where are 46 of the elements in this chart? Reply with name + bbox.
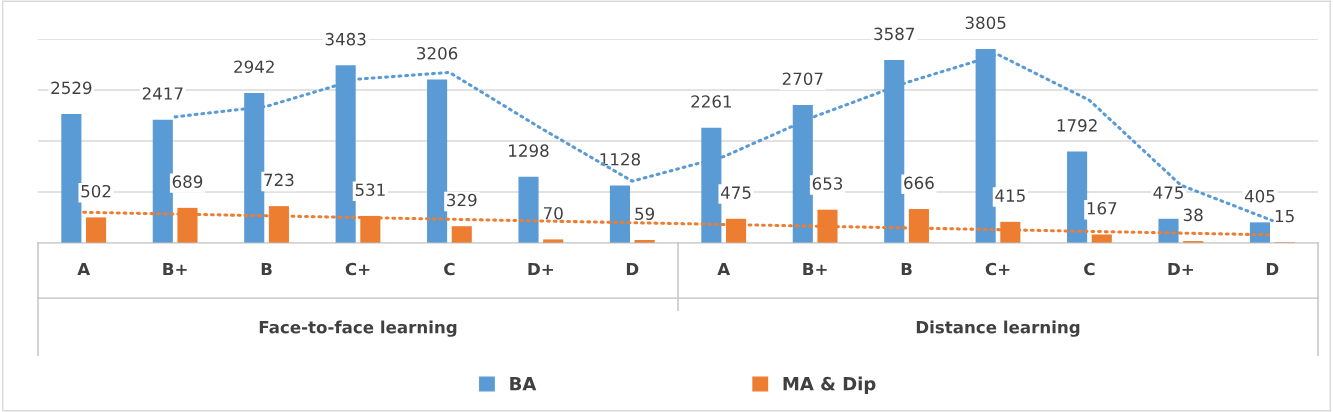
x-tick-label: C+	[345, 262, 370, 276]
data-label: 3483	[325, 32, 366, 46]
legend-label: BA	[510, 377, 537, 391]
data-label: 15	[1275, 209, 1294, 223]
x-tick-label: B	[901, 262, 912, 276]
data-label: 689	[172, 175, 203, 188]
data-label: 3206	[417, 46, 458, 60]
data-label: 1298	[509, 144, 549, 157]
x-tick-label: B	[261, 262, 272, 276]
data-label: 2942	[234, 60, 274, 74]
data-label: 531	[355, 183, 385, 197]
data-label: 666	[904, 176, 934, 190]
x-tick-label: D+	[528, 262, 553, 276]
x-tick-label: A	[77, 262, 91, 276]
data-label: 653	[812, 177, 843, 190]
x-tick-label: D	[626, 262, 639, 276]
x-tick-label: A	[717, 262, 731, 276]
data-label: 2707	[782, 72, 823, 86]
data-label: 59	[635, 207, 655, 221]
data-label: 1128	[600, 152, 641, 166]
data-label: 38	[1183, 208, 1203, 222]
text: Distance learning	[916, 320, 1080, 337]
data-label: 723	[264, 173, 294, 187]
x-tick-label: B+	[163, 262, 187, 276]
data-label: 3805	[965, 16, 1006, 30]
data-label: 475	[720, 186, 751, 199]
x-tick-label: C	[444, 262, 455, 276]
x-tick-label: D	[1266, 262, 1279, 276]
data-label: 1792	[1057, 119, 1097, 132]
data-label: 405	[1244, 189, 1275, 203]
legend-label: MA & Dip	[783, 376, 876, 395]
x-tick-label: B+	[803, 262, 827, 276]
x-tick-label: C+	[985, 262, 1010, 276]
data-label: 502	[81, 184, 111, 198]
data-label: 2417	[142, 87, 183, 100]
data-label: 3587	[874, 27, 915, 41]
data-label: 2261	[691, 95, 732, 108]
x-tick-label: C	[1084, 262, 1095, 276]
data-label: 475	[1153, 186, 1183, 199]
data-label: 2529	[51, 81, 92, 95]
x-tick-label: D+	[1168, 262, 1193, 276]
data-label: 167	[1087, 201, 1117, 215]
data-label: 70	[543, 206, 563, 220]
data-label: 415	[995, 189, 1025, 202]
data-label: 329	[447, 193, 477, 207]
text: Face-to-face learning	[259, 320, 457, 337]
